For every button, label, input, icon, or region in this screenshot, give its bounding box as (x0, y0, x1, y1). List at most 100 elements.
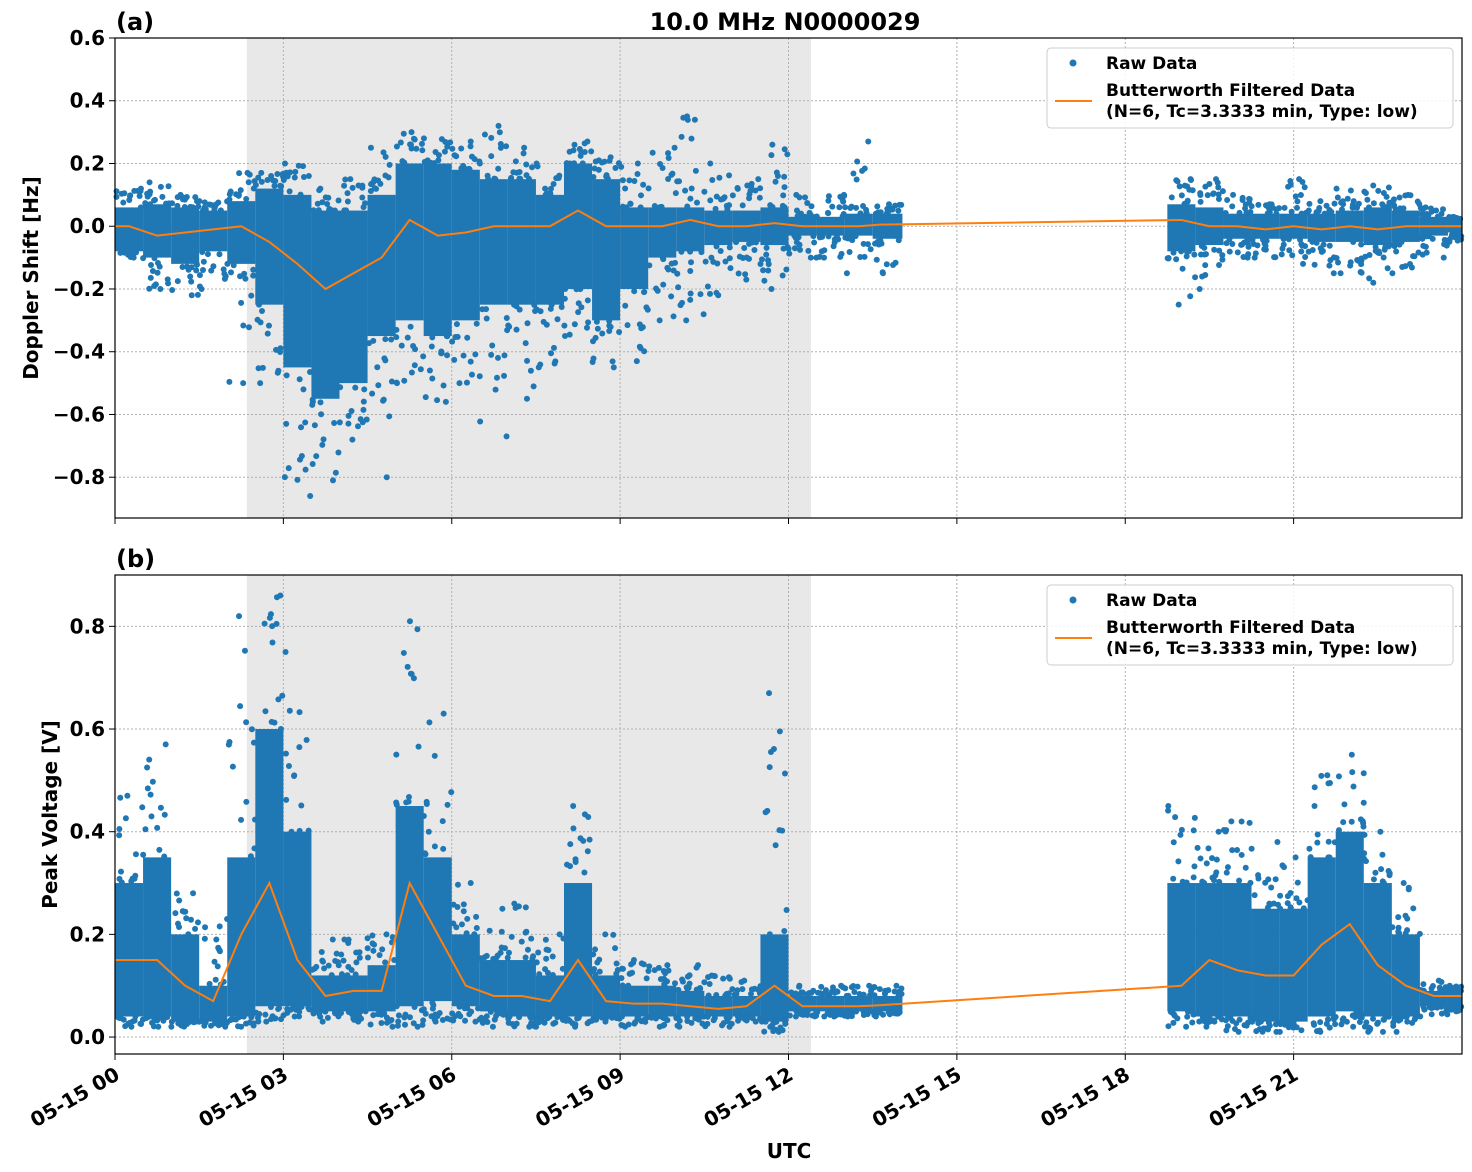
x-tick-label: 05-15 15 (868, 1062, 966, 1132)
raw-data-point (324, 200, 331, 207)
raw-data-point (492, 386, 499, 393)
raw-data-point (1341, 801, 1348, 808)
raw-data-point (245, 324, 252, 331)
raw-data-point (493, 1012, 500, 1019)
raw-data-point (784, 151, 791, 158)
raw-data-point (285, 465, 292, 472)
legend-filtered-label: Butterworth Filtered Data (1106, 81, 1355, 101)
raw-data-point (460, 352, 467, 359)
raw-data-point (629, 969, 636, 976)
raw-data-point (634, 160, 641, 167)
raw-data-point (1203, 1023, 1210, 1030)
raw-data-point (154, 269, 161, 276)
raw-data-point (342, 176, 349, 183)
raw-data-band (760, 934, 789, 1022)
raw-data-point (634, 1014, 641, 1021)
raw-data-point (349, 436, 356, 443)
raw-data-point (725, 990, 732, 997)
y-tick-label: −0.8 (53, 465, 105, 489)
raw-data-point (1384, 265, 1391, 272)
raw-data-point (1396, 930, 1403, 937)
raw-data-point (1411, 253, 1418, 260)
raw-data-point (226, 196, 233, 203)
raw-data-point (622, 302, 629, 309)
raw-data-point (1190, 874, 1197, 881)
raw-data-point (1230, 191, 1237, 198)
raw-data-point (200, 207, 207, 214)
raw-data-point (213, 936, 220, 943)
raw-data-point (641, 289, 648, 296)
raw-data-point (883, 261, 890, 268)
raw-data-band (1195, 883, 1224, 1017)
raw-data-point (825, 197, 832, 204)
raw-data-point (208, 267, 215, 274)
raw-data-point (410, 1020, 417, 1027)
raw-data-point (633, 358, 640, 365)
raw-data-point (139, 804, 146, 811)
raw-data-point (1335, 773, 1342, 780)
raw-data-point (222, 1023, 229, 1030)
raw-data-point (243, 798, 250, 805)
raw-data-point (610, 931, 617, 938)
raw-data-point (201, 199, 208, 206)
legend-raw-label: Raw Data (1106, 591, 1197, 611)
raw-data-point (761, 277, 768, 284)
raw-data-point (623, 204, 630, 211)
raw-data-point (458, 145, 465, 152)
raw-data-point (400, 130, 407, 137)
raw-data-point (247, 853, 254, 860)
raw-data-point (1272, 876, 1279, 883)
raw-data-point (498, 928, 505, 935)
raw-data-point (572, 856, 579, 863)
raw-data-point (284, 1009, 291, 1016)
raw-data-point (769, 204, 776, 211)
raw-data-point (386, 161, 393, 168)
raw-data-point (746, 195, 753, 202)
raw-data-point (187, 273, 194, 280)
raw-data-point (1171, 1012, 1178, 1019)
raw-data-point (712, 205, 719, 212)
raw-data-point (370, 1012, 377, 1019)
raw-data-point (407, 323, 414, 330)
raw-data-point (594, 959, 601, 966)
raw-data-point (291, 1013, 298, 1020)
raw-data-point (627, 200, 634, 207)
raw-data-point (160, 1017, 167, 1024)
raw-data-point (367, 144, 374, 151)
raw-data-point (1404, 1018, 1411, 1025)
raw-data-point (1311, 1021, 1318, 1028)
raw-data-band (1251, 213, 1280, 239)
raw-data-point (154, 824, 161, 831)
raw-data-point (173, 890, 180, 897)
y-tick-label: 0.2 (70, 922, 105, 946)
raw-data-point (122, 815, 129, 822)
raw-data-point (687, 248, 694, 255)
raw-data-point (117, 868, 124, 875)
raw-data-point (867, 246, 874, 253)
raw-data-point (219, 1018, 226, 1025)
raw-data-point (883, 210, 890, 217)
raw-data-point (348, 407, 355, 414)
raw-data-point (426, 367, 433, 374)
raw-data-point (1191, 251, 1198, 258)
raw-data-point (395, 1012, 402, 1019)
raw-data-point (837, 253, 844, 260)
raw-data-point (295, 162, 302, 169)
raw-data-point (1247, 879, 1254, 886)
raw-data-point (895, 1010, 902, 1017)
raw-data-point (429, 334, 436, 341)
raw-data-point (720, 975, 727, 982)
raw-data-point (1361, 855, 1368, 862)
raw-data-point (360, 406, 367, 413)
raw-data-band (872, 995, 903, 1012)
raw-data-point (280, 177, 287, 184)
raw-data-point (866, 982, 873, 989)
raw-data-point (523, 161, 530, 168)
raw-data-point (781, 146, 788, 153)
raw-data-point (442, 398, 449, 405)
raw-data-point (550, 344, 557, 351)
raw-data-point (1178, 192, 1185, 199)
raw-data-point (688, 259, 695, 266)
raw-data-point (1179, 265, 1186, 272)
raw-data-point (428, 1013, 435, 1020)
